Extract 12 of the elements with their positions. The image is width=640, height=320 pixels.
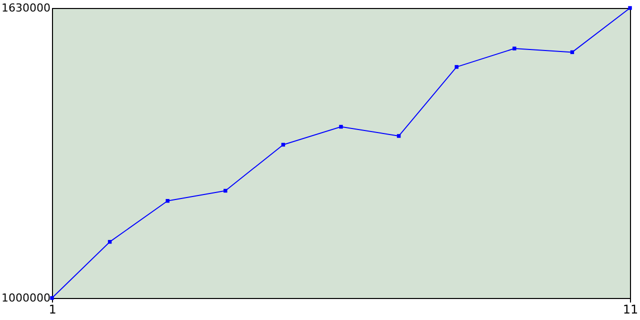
x-tick-label: 1 [48,302,56,316]
y-tick-label: 1000000 [2,292,50,304]
y-tick-label: 1630000 [2,2,50,14]
point [454,65,458,69]
point [512,46,516,50]
line-series [50,6,632,300]
point [339,124,343,129]
point [396,134,401,138]
point [628,6,632,10]
point [224,188,228,193]
x-tick-label: 11 [622,302,638,316]
point [166,199,170,203]
